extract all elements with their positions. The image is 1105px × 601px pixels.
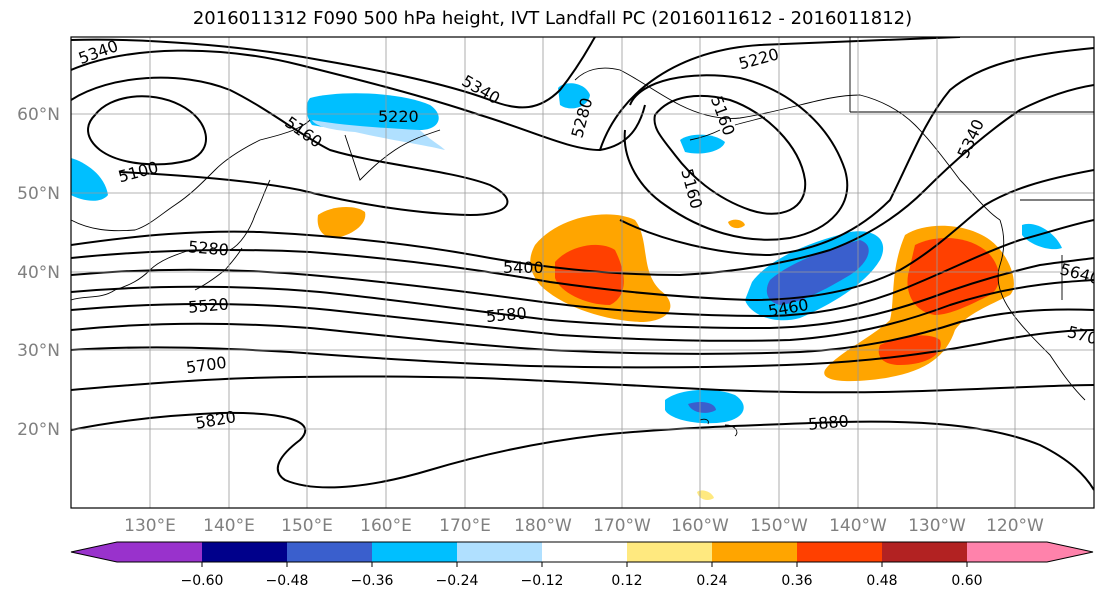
contour-5820 [71,375,1094,394]
contour-5340-north [71,37,596,109]
colorbar-segment [627,542,712,562]
lon-label: 140°E [203,516,255,536]
lat-label: 60°N [17,105,60,125]
colorbar-extend-high [1047,542,1093,562]
negative-anomaly-west [71,158,108,201]
negative-anomaly-pacnw [1022,223,1062,250]
colorbar-tick-label: 0.60 [951,573,982,589]
contour-5520 [71,219,1094,318]
lat-label: 40°N [17,263,60,283]
longitude-labels: 130°E 140°E 150°E 160°E 170°E 180°W 170°… [124,516,1044,536]
graticule [71,37,1094,508]
lat-label: 50°N [17,184,60,204]
north-america-west-coast [997,219,1086,401]
contour-5220-east [599,37,961,151]
colorbar-tick-label: −0.12 [521,573,564,589]
colorbar-segment [457,542,542,562]
north-america-border [849,37,1094,300]
lon-label: 120°W [986,516,1044,536]
contour-label: 5580 [485,304,527,326]
colorbar-tick-label: 0.12 [611,573,642,589]
lon-label: 150°W [750,516,808,536]
colorbar-segment [797,542,882,562]
contour-label: 5880 [807,411,849,433]
colorbar-extend-low [71,542,117,562]
positive-anomaly-speck [697,490,714,500]
map-frame [70,36,1095,509]
negative-anomaly-okhotsk [306,93,439,130]
colorbar-outline [70,541,1094,563]
negative-anomaly-hawaii-core [688,402,716,413]
colorbar-tick-label: −0.48 [266,573,309,589]
map-area: 5340 5100 5160 5220 5280 5340 5220 5160 … [71,37,1094,508]
colorbar-tick-label: 0.36 [781,573,812,589]
ivt-shading [71,83,1062,500]
contour-label: 5220 [378,107,419,126]
latitude-labels: 60°N 50°N 40°N 30°N 20°N [17,105,60,440]
colorbar-tick-label: 0.24 [696,573,727,589]
colorbar-segment [117,542,202,562]
contour-gulf-low-outer [623,74,849,241]
colorbar-segment [372,542,457,562]
asia-coastline [71,119,311,301]
contour-5640 [71,279,1094,342]
lon-label: 170°W [593,516,651,536]
contour-5160-low [71,76,509,217]
colorbar-segment [287,542,372,562]
colorbar-segment [202,542,287,562]
positive-anomaly-small [728,219,745,229]
alaska-coastline [574,67,1001,221]
contour-5700-a [71,308,1094,355]
negative-anomaly-gulf-of-alaska-core [766,240,869,305]
contour-5400 [71,84,1094,277]
lon-label: 130°W [908,516,966,536]
height-contours [71,37,1094,491]
contour-5460 [71,169,1094,302]
colorbar-segment [712,542,797,562]
colorbar-tick-label: 0.48 [866,573,897,589]
lon-label: 140°W [829,516,887,536]
lon-label: 150°E [281,516,333,536]
map-title: 2016011312 F090 500 hPa height, IVT Land… [192,8,913,29]
lat-label: 30°N [17,341,60,361]
colorbar-tick-label: −0.24 [436,573,479,589]
contour-gulf-low-inner [653,94,807,215]
contour-5580 [71,257,1094,330]
contour-label: 5520 [187,294,229,316]
colorbar-segment [882,542,967,562]
lon-label: 160°W [671,516,729,536]
kamchatka-coastline [344,129,441,181]
contour-label: 5280 [187,237,229,259]
colorbar-segment [542,542,627,562]
contour-5220-low [71,49,646,152]
lat-label: 20°N [17,420,60,440]
colorbar-segment [967,542,1047,562]
negative-anomaly-okhotsk-light [312,120,445,150]
lon-label: 180°W [514,516,572,536]
positive-anomaly-kamchatka [317,206,366,238]
contour-5880 [71,411,1094,491]
lon-label: 170°E [439,516,491,536]
colorbar-tick-label: −0.60 [181,573,224,589]
colorbar: −0.60 −0.48 −0.36 −0.24 −0.12 0.12 0.24 … [70,541,1094,589]
lon-label: 130°E [124,516,176,536]
colorbar-tick-label: −0.36 [351,573,394,589]
contour-5340-east [619,47,1094,257]
contour-5100-low [87,95,207,166]
lon-label: 160°E [360,516,412,536]
negative-anomaly-bering [558,83,590,109]
contour-label: 5400 [503,258,544,277]
